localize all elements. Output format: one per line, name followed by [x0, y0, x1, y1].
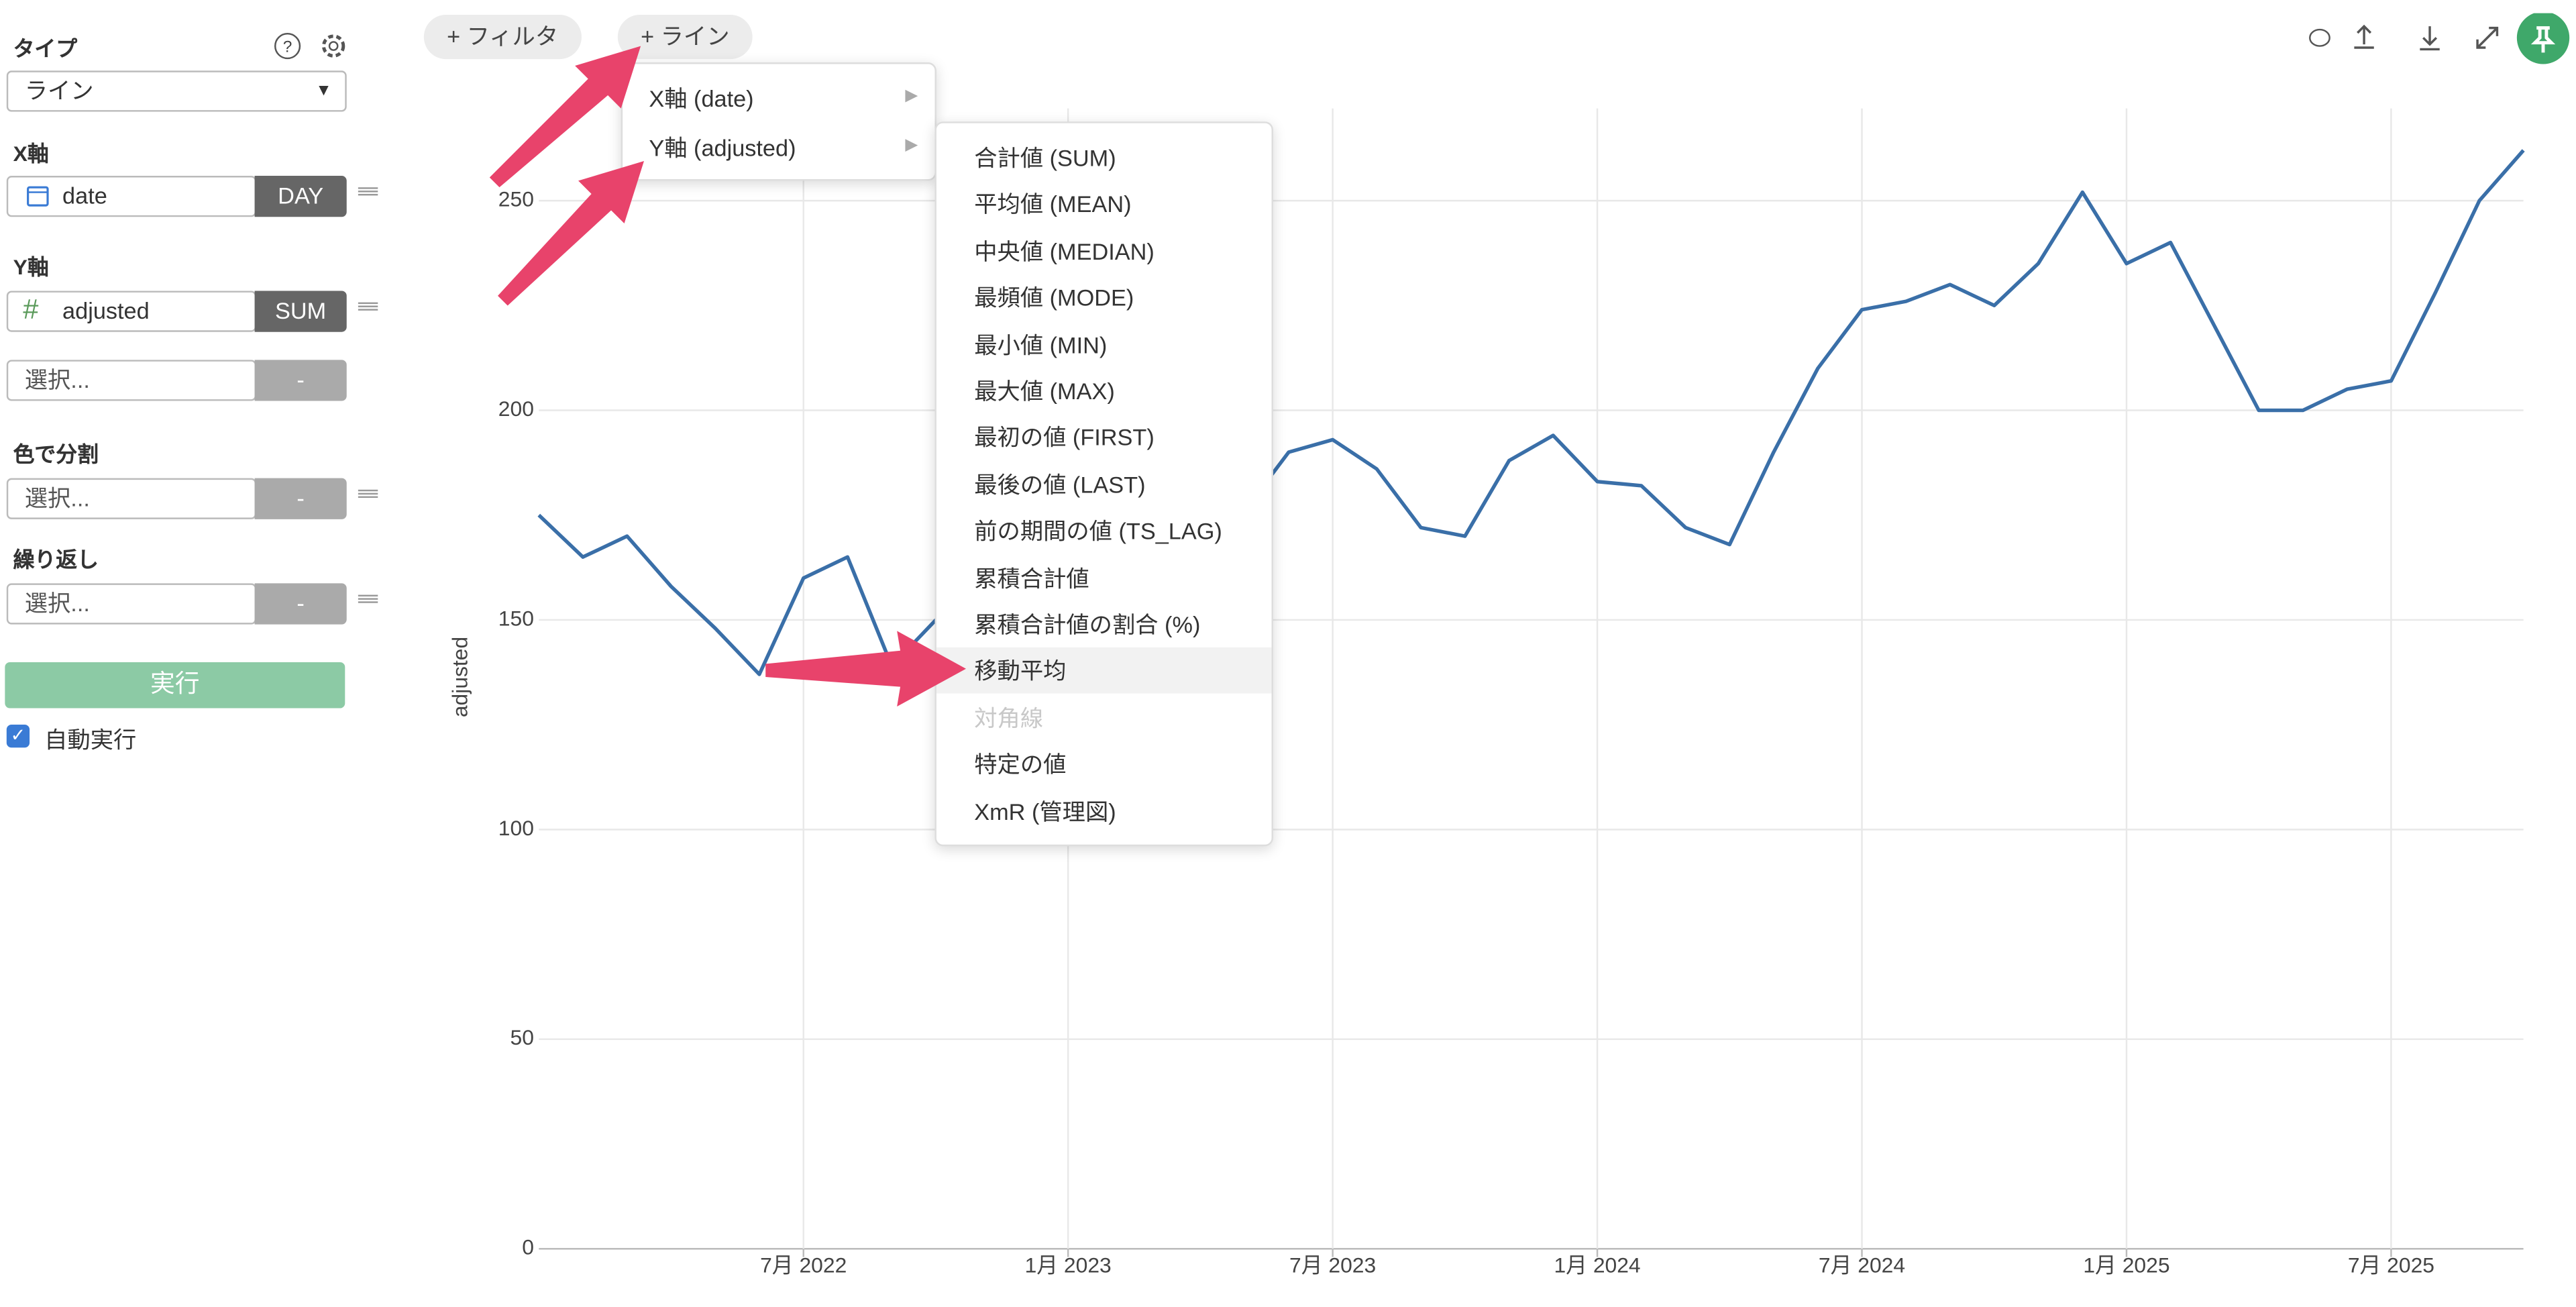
select[interactable]: 選択...	[6, 583, 257, 625]
agg[interactable]: DAY	[254, 176, 347, 217]
submenu-item[interactable]: 最初の値 (FIRST)	[974, 424, 1155, 451]
menu: X軸 (date) Y軸 (adjusted) ▶ ▶	[621, 62, 936, 181]
y-tick-label: 50	[511, 1025, 534, 1049]
handle[interactable]	[358, 594, 378, 603]
x-tick-label: 1月 2025	[2083, 1253, 2169, 1277]
submenu-item[interactable]: 最大値 (MAX)	[974, 378, 1115, 405]
y-tick-label: 150	[498, 606, 534, 630]
select[interactable]: 選択...	[6, 478, 257, 519]
menu-item[interactable]: Y軸 (adjusted)	[649, 134, 796, 162]
agg[interactable]: -	[254, 583, 347, 625]
arrow: ▶	[905, 136, 918, 155]
y-tick-label: 250	[498, 187, 534, 211]
submenu-item[interactable]: 最後の値 (LAST)	[974, 471, 1146, 498]
agg[interactable]: SUM	[254, 291, 347, 332]
y-axis-label: adjusted	[448, 637, 472, 717]
toolbar-icons[interactable]	[2300, 13, 2576, 66]
submenu-item[interactable]: 中央値 (MEDIAN)	[974, 238, 1155, 264]
submenu: 合計値 (SUM) 平均値 (MEAN) 中央値 (MEDIAN) 最頻値 (MODE…	[934, 121, 1273, 847]
x-tick-label: 7月 2022	[760, 1253, 847, 1277]
x-tick-label: 7月 2024	[1819, 1253, 1905, 1277]
value: 選択...	[24, 590, 90, 617]
submenu-item[interactable]: 累積合計値の割合 (%)	[974, 611, 1201, 638]
submenu-item[interactable]: 最頻値 (MODE)	[974, 284, 1134, 311]
value: adjusted	[62, 297, 150, 324]
line-series	[537, 149, 2525, 710]
value: date	[62, 182, 107, 209]
icons[interactable]: ?	[273, 32, 372, 61]
label: 色で分割	[13, 441, 99, 467]
agg[interactable]: -	[254, 360, 347, 401]
submenu-item[interactable]: 前の期間の値 (TS_LAG)	[974, 517, 1222, 545]
label: Y軸	[13, 254, 49, 280]
x-tick-label: 7月 2025	[2348, 1253, 2434, 1277]
x-tick-label: 1月 2024	[1554, 1253, 1640, 1277]
submenu-item[interactable]: 平均値 (MEAN)	[974, 191, 1132, 218]
y-tick-label: 0	[522, 1235, 534, 1259]
menu-item[interactable]: X軸 (date)	[649, 85, 754, 112]
select[interactable]: 選択...	[6, 360, 257, 401]
submenu-item[interactable]: 移動平均	[936, 647, 1272, 694]
line-button[interactable]: + ライン	[617, 15, 753, 60]
submenu-item[interactable]: XmR (管理図)	[974, 798, 1116, 825]
submenu-item[interactable]: 合計値 (SUM)	[974, 144, 1116, 171]
label: 繰り返し	[13, 547, 99, 572]
value: 選択...	[24, 366, 90, 393]
run-button[interactable]: 実行	[5, 662, 345, 709]
value: ライン	[24, 77, 94, 104]
filter-button[interactable]: + フィルタ	[423, 15, 582, 60]
label: X軸	[13, 141, 49, 166]
checkbox[interactable]: ✓	[6, 725, 30, 748]
arrow: ▶	[905, 87, 918, 105]
submenu-item: 対角線	[974, 704, 1044, 731]
y-tick-label: 200	[498, 397, 534, 421]
handle[interactable]	[358, 489, 378, 499]
handle[interactable]	[358, 302, 378, 311]
x-tick-label: 7月 2023	[1289, 1253, 1376, 1277]
agg[interactable]: -	[254, 478, 347, 519]
submenu-item[interactable]: 特定の値	[974, 751, 1067, 778]
submenu-item[interactable]: 累積合計値	[974, 564, 1089, 591]
hash-icon: #	[23, 294, 39, 325]
checkbox-label: 自動実行	[44, 726, 137, 753]
submenu-item[interactable]: 最小値 (MIN)	[974, 331, 1108, 358]
label: タイプ	[13, 36, 78, 61]
y-tick-label: 100	[498, 816, 534, 840]
y-field[interactable]: adjusted	[6, 291, 257, 332]
type-select[interactable]: ライン ▼	[6, 70, 347, 112]
x-tick-label: 1月 2023	[1025, 1253, 1112, 1277]
svg-text:?: ?	[283, 38, 292, 56]
calendar-icon	[27, 186, 49, 207]
handle[interactable]	[358, 187, 378, 196]
value: 選択...	[24, 484, 90, 511]
